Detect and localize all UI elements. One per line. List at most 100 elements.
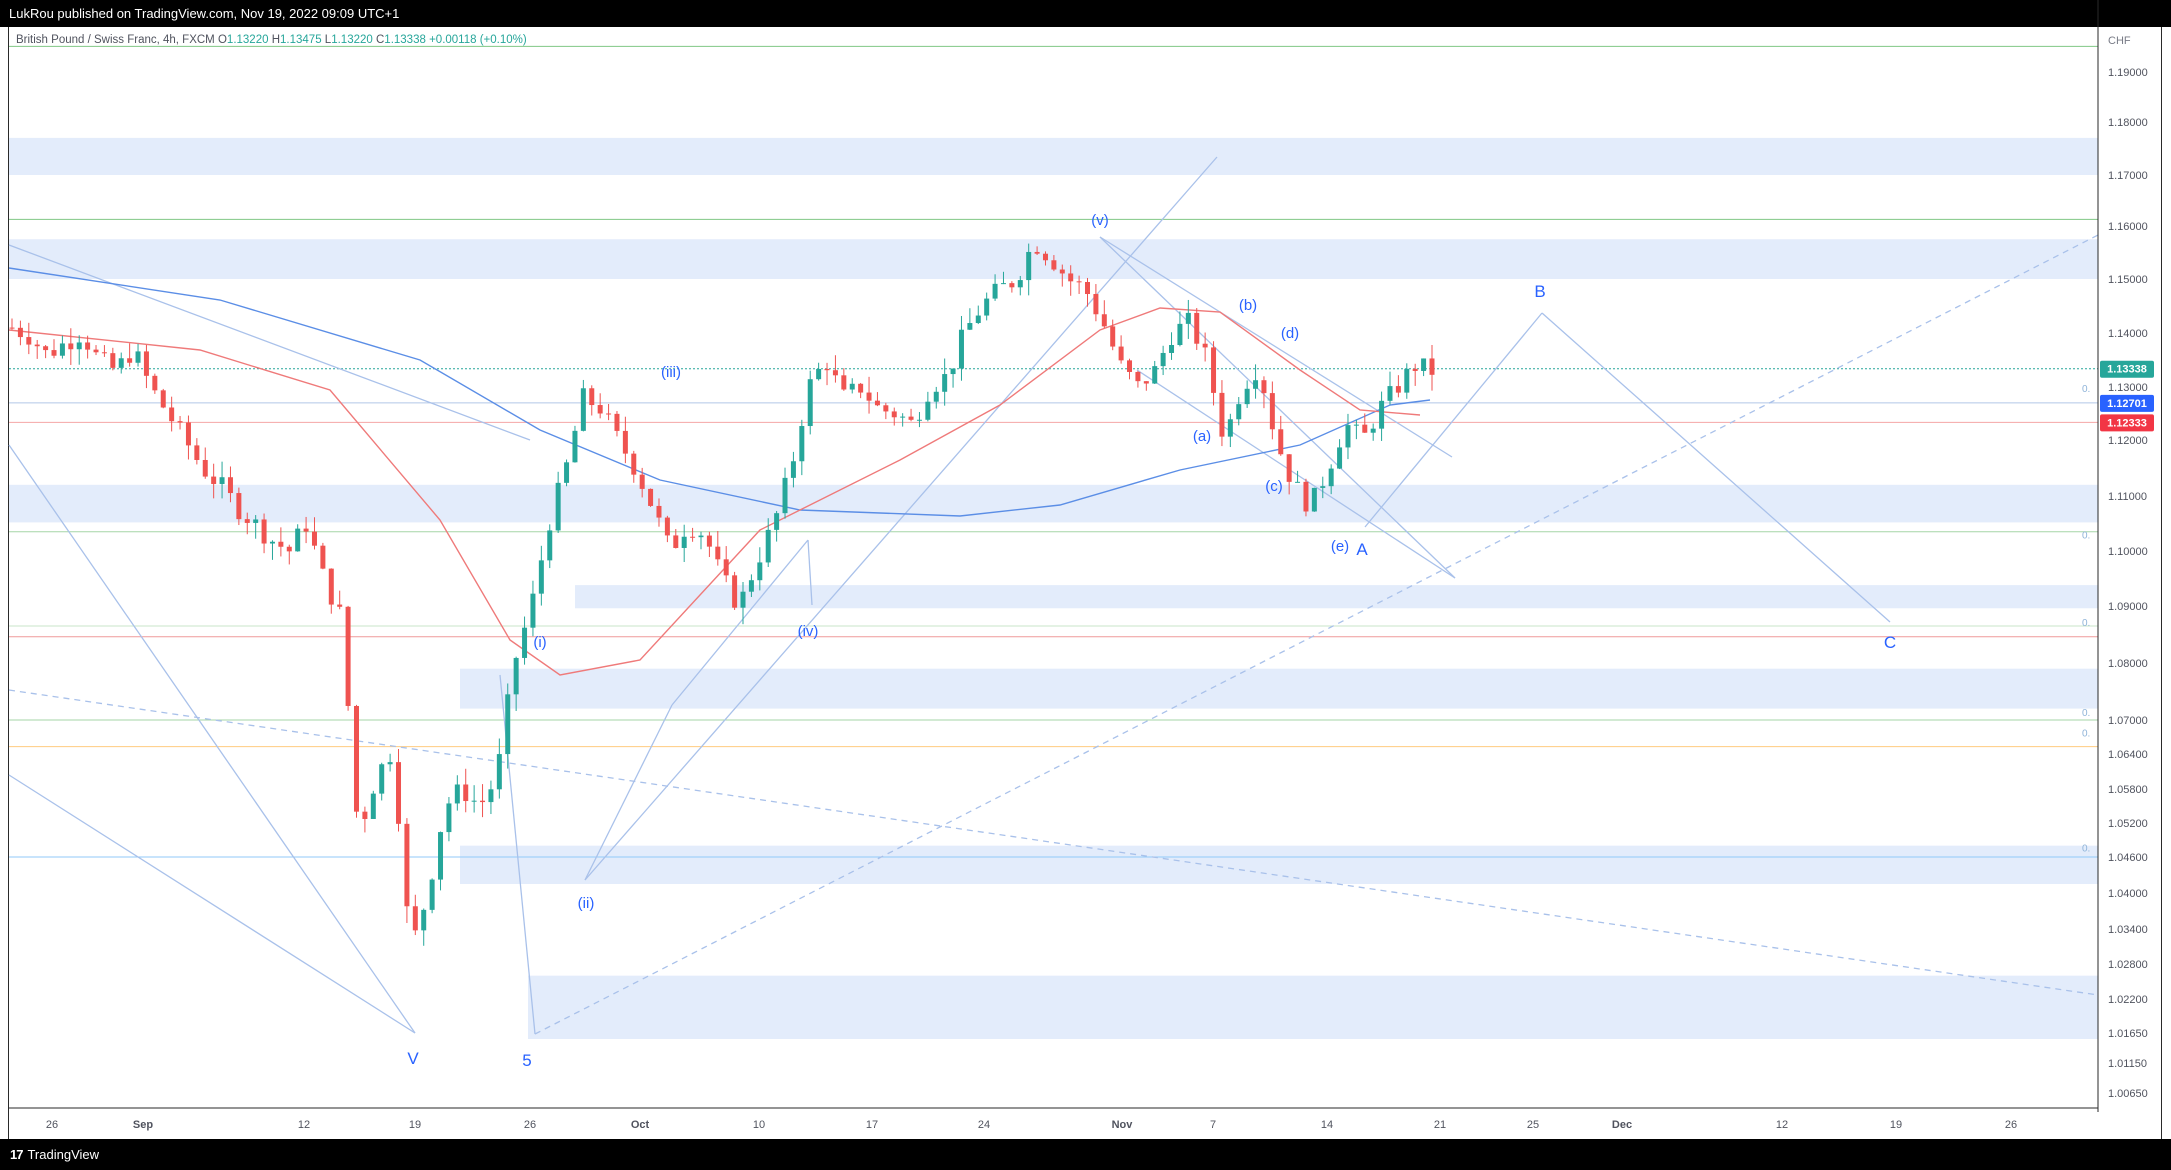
candle-body — [143, 351, 149, 376]
candle-body — [690, 536, 696, 538]
price-badge — [2100, 360, 2154, 378]
moving-average-50 — [8, 307, 1421, 676]
candle-body — [311, 531, 317, 546]
y-tick-label: 1.18000 — [2108, 117, 2148, 129]
candle-body — [379, 764, 385, 794]
trend-line — [8, 689, 2099, 996]
price-chart[interactable]: 0. 0. 0. 0. 0. 0. V 5 (i) (ii) (iii) (iv) (v) (a) (b) (… — [0, 0, 2171, 1139]
candle-body — [673, 535, 679, 548]
candle-body — [127, 358, 133, 363]
trend-line — [1541, 312, 1891, 623]
y-tick-label: 1.08000 — [2108, 658, 2148, 670]
candle-body — [1379, 400, 1385, 429]
candle-body — [1127, 360, 1133, 372]
y-tick-label: 1.14000 — [2108, 328, 2148, 340]
wave-label: (b) — [1239, 297, 1257, 314]
candle-body — [51, 350, 57, 356]
candle-body — [622, 430, 628, 454]
candle-body — [522, 627, 528, 658]
wave-label: (iii) — [661, 364, 681, 381]
wave-label: (ii) — [578, 895, 595, 912]
candle-body — [782, 477, 788, 514]
wave-label: V — [407, 1049, 419, 1068]
legend-open-label: O — [217, 34, 227, 46]
wave-label: (d) — [1281, 325, 1299, 342]
candle-body — [261, 519, 267, 544]
candle-body — [538, 560, 544, 594]
trend-line — [1099, 236, 1453, 458]
fib-level-label: 0. — [2082, 708, 2090, 719]
wave-label: (v) — [1091, 212, 1109, 229]
wave-label: (c) — [1265, 478, 1283, 495]
candle-body — [1412, 368, 1418, 371]
candle-body — [362, 811, 368, 819]
trend-line — [807, 539, 813, 606]
legend-high-label: H — [271, 34, 281, 46]
x-tick-label: 25 — [1527, 1119, 1539, 1131]
x-tick-label: 12 — [298, 1119, 310, 1131]
candle-body — [891, 411, 897, 418]
candle-body — [866, 392, 872, 401]
candle-body — [606, 413, 612, 415]
trend-line — [671, 539, 809, 706]
price-badge-label: 1.13338 — [2107, 364, 2147, 376]
x-tick-label: Dec — [1612, 1119, 1632, 1131]
candle-body — [1059, 269, 1065, 274]
candle-body — [320, 545, 326, 569]
candle-body — [958, 329, 964, 369]
candle-body — [984, 298, 990, 316]
candle-body — [1152, 366, 1158, 384]
candle-body — [1362, 424, 1368, 433]
candle-body — [555, 482, 561, 531]
wave-label: (e) — [1331, 538, 1349, 555]
price-badge — [2100, 394, 2154, 412]
candle-body — [152, 375, 158, 391]
candle-body — [59, 343, 65, 356]
candle-body — [303, 528, 309, 532]
candle-body — [353, 705, 359, 812]
fib-level-label: 0. — [2082, 729, 2090, 740]
candle-body — [68, 343, 74, 350]
candle-body — [841, 375, 847, 390]
candle-body — [471, 800, 477, 802]
x-tick-label: 10 — [753, 1119, 765, 1131]
candle-body — [572, 430, 578, 463]
candle-body — [1042, 253, 1048, 261]
y-tick-label: 1.11000 — [2108, 491, 2147, 503]
candle-body — [824, 368, 830, 371]
candle-body — [1160, 352, 1166, 367]
candle-body — [908, 416, 914, 420]
y-tick-label: 1.04600 — [2108, 852, 2148, 864]
candle-body — [580, 388, 586, 431]
candle-body — [1253, 380, 1259, 389]
candle-body — [1219, 392, 1225, 437]
candle-body — [597, 405, 603, 414]
y-tick-label: 1.06400 — [2108, 749, 2148, 761]
candle-body — [1185, 312, 1191, 324]
y-tick-label: 1.12000 — [2108, 435, 2148, 447]
fib-level-label: 0. — [2082, 531, 2090, 542]
candle-body — [530, 593, 536, 628]
candle-body — [345, 606, 351, 706]
y-tick-label: 1.19000 — [2108, 67, 2148, 79]
candle-body — [732, 575, 738, 608]
wave-label: (a) — [1193, 428, 1211, 445]
candle-body — [1093, 294, 1099, 315]
candle-body — [757, 562, 763, 581]
x-tick-label: 12 — [1776, 1119, 1788, 1131]
candle-body — [1295, 481, 1301, 483]
y-tick-label: 1.13000 — [2108, 382, 2148, 394]
candle-body — [194, 445, 200, 460]
candle-body — [429, 879, 435, 910]
candle-body — [244, 519, 250, 523]
tradingview-logo[interactable]: 17 TradingView — [10, 1147, 99, 1162]
x-tick-label: 26 — [524, 1119, 536, 1131]
candle-body — [1169, 345, 1175, 353]
candle-body — [160, 390, 166, 408]
candle-body — [1000, 283, 1006, 285]
candle-body — [1244, 388, 1250, 405]
candle-body — [34, 344, 40, 347]
candle-body — [1009, 283, 1015, 288]
candle-body — [1101, 314, 1107, 327]
trend-line — [8, 774, 416, 1034]
